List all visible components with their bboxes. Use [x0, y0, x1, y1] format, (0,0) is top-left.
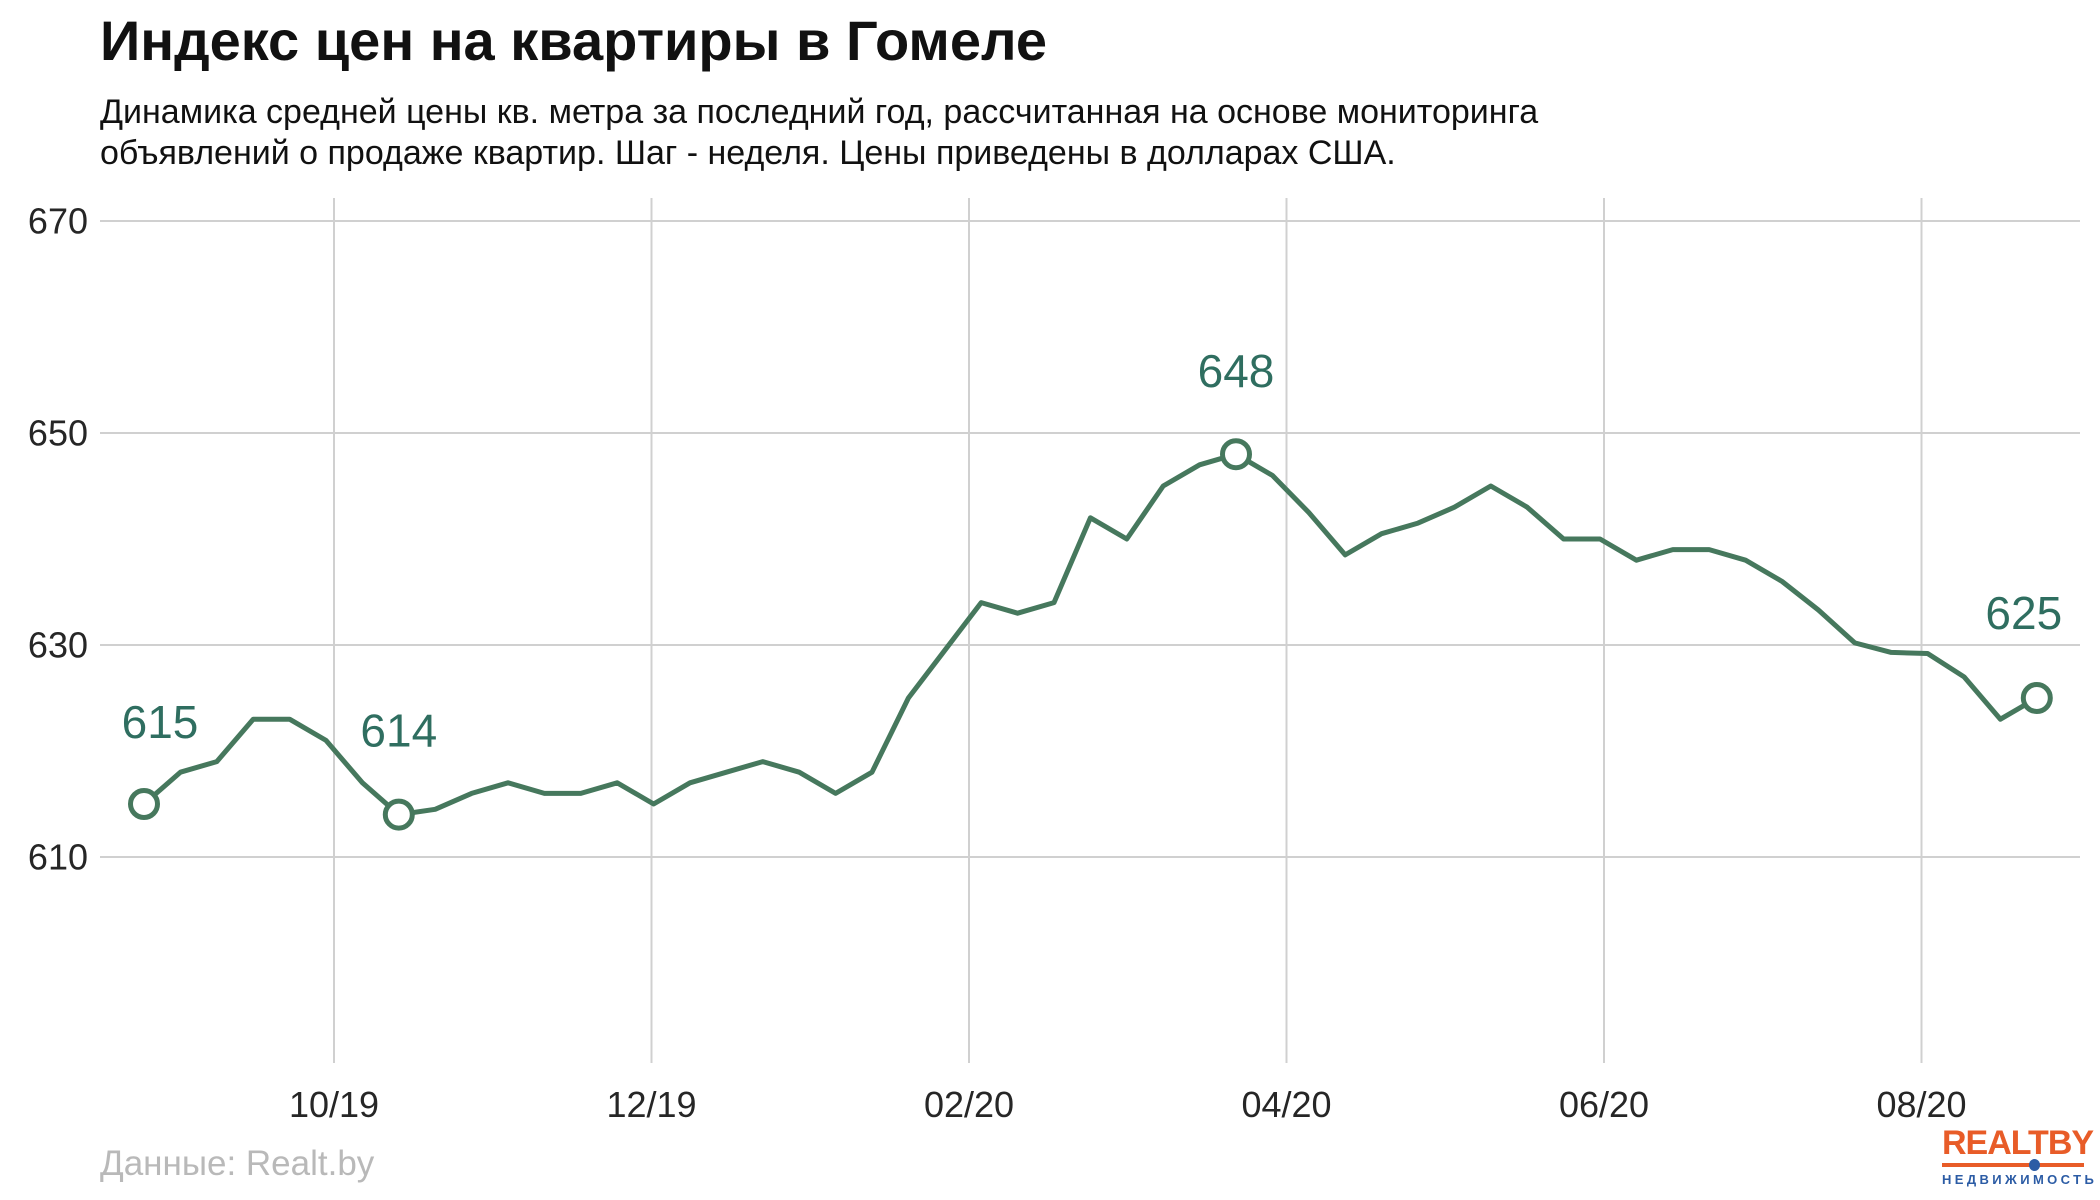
y-axis-tick-label: 670: [28, 201, 88, 242]
data-point-label: 615: [122, 696, 199, 748]
logo-wordmark: REALT BY: [1942, 1124, 2094, 1162]
x-axis-tick-label: 06/20: [1559, 1084, 1649, 1125]
data-source-caption: Данные: Realt.by: [100, 1144, 375, 1183]
page-subtitle: Динамика средней цены кв. метра за после…: [100, 93, 1539, 173]
data-point-label: 625: [1985, 587, 2062, 639]
y-axis-tick-label: 650: [28, 413, 88, 454]
logo-word-realt: REALT: [1942, 1124, 2049, 1162]
logo-dot-icon: [2028, 1159, 2040, 1171]
data-point-label: 648: [1198, 345, 1275, 397]
data-point-marker: [1220, 438, 1252, 471]
page-title: Индекс цен на квартиры в Гомеле: [100, 9, 1047, 72]
data-point-marker: [128, 788, 160, 820]
logo-underline: [1942, 1159, 2084, 1171]
realt-by-logo: REALT BY НЕДВИЖИМОСТЬ: [1942, 1124, 2098, 1187]
x-axis-tick-label: 12/19: [606, 1084, 696, 1125]
y-axis-tick-label: 610: [28, 837, 88, 878]
x-axis-tick-label: 08/20: [1876, 1084, 1966, 1125]
price-index-line: [141, 451, 2040, 818]
x-axis-tick-label: 10/19: [289, 1084, 379, 1125]
data-point-marker: [382, 798, 415, 831]
logo-tagline: НЕДВИЖИМОСТЬ: [1942, 1172, 2098, 1187]
y-axis-tick-label: 630: [28, 625, 88, 666]
x-axis-tick-label: 04/20: [1241, 1084, 1331, 1125]
logo-word-by: BY: [2047, 1124, 2094, 1162]
x-axis-tick-label: 02/20: [924, 1084, 1014, 1125]
data-point-label: 614: [360, 705, 437, 757]
data-point-marker: [2020, 682, 2053, 714]
